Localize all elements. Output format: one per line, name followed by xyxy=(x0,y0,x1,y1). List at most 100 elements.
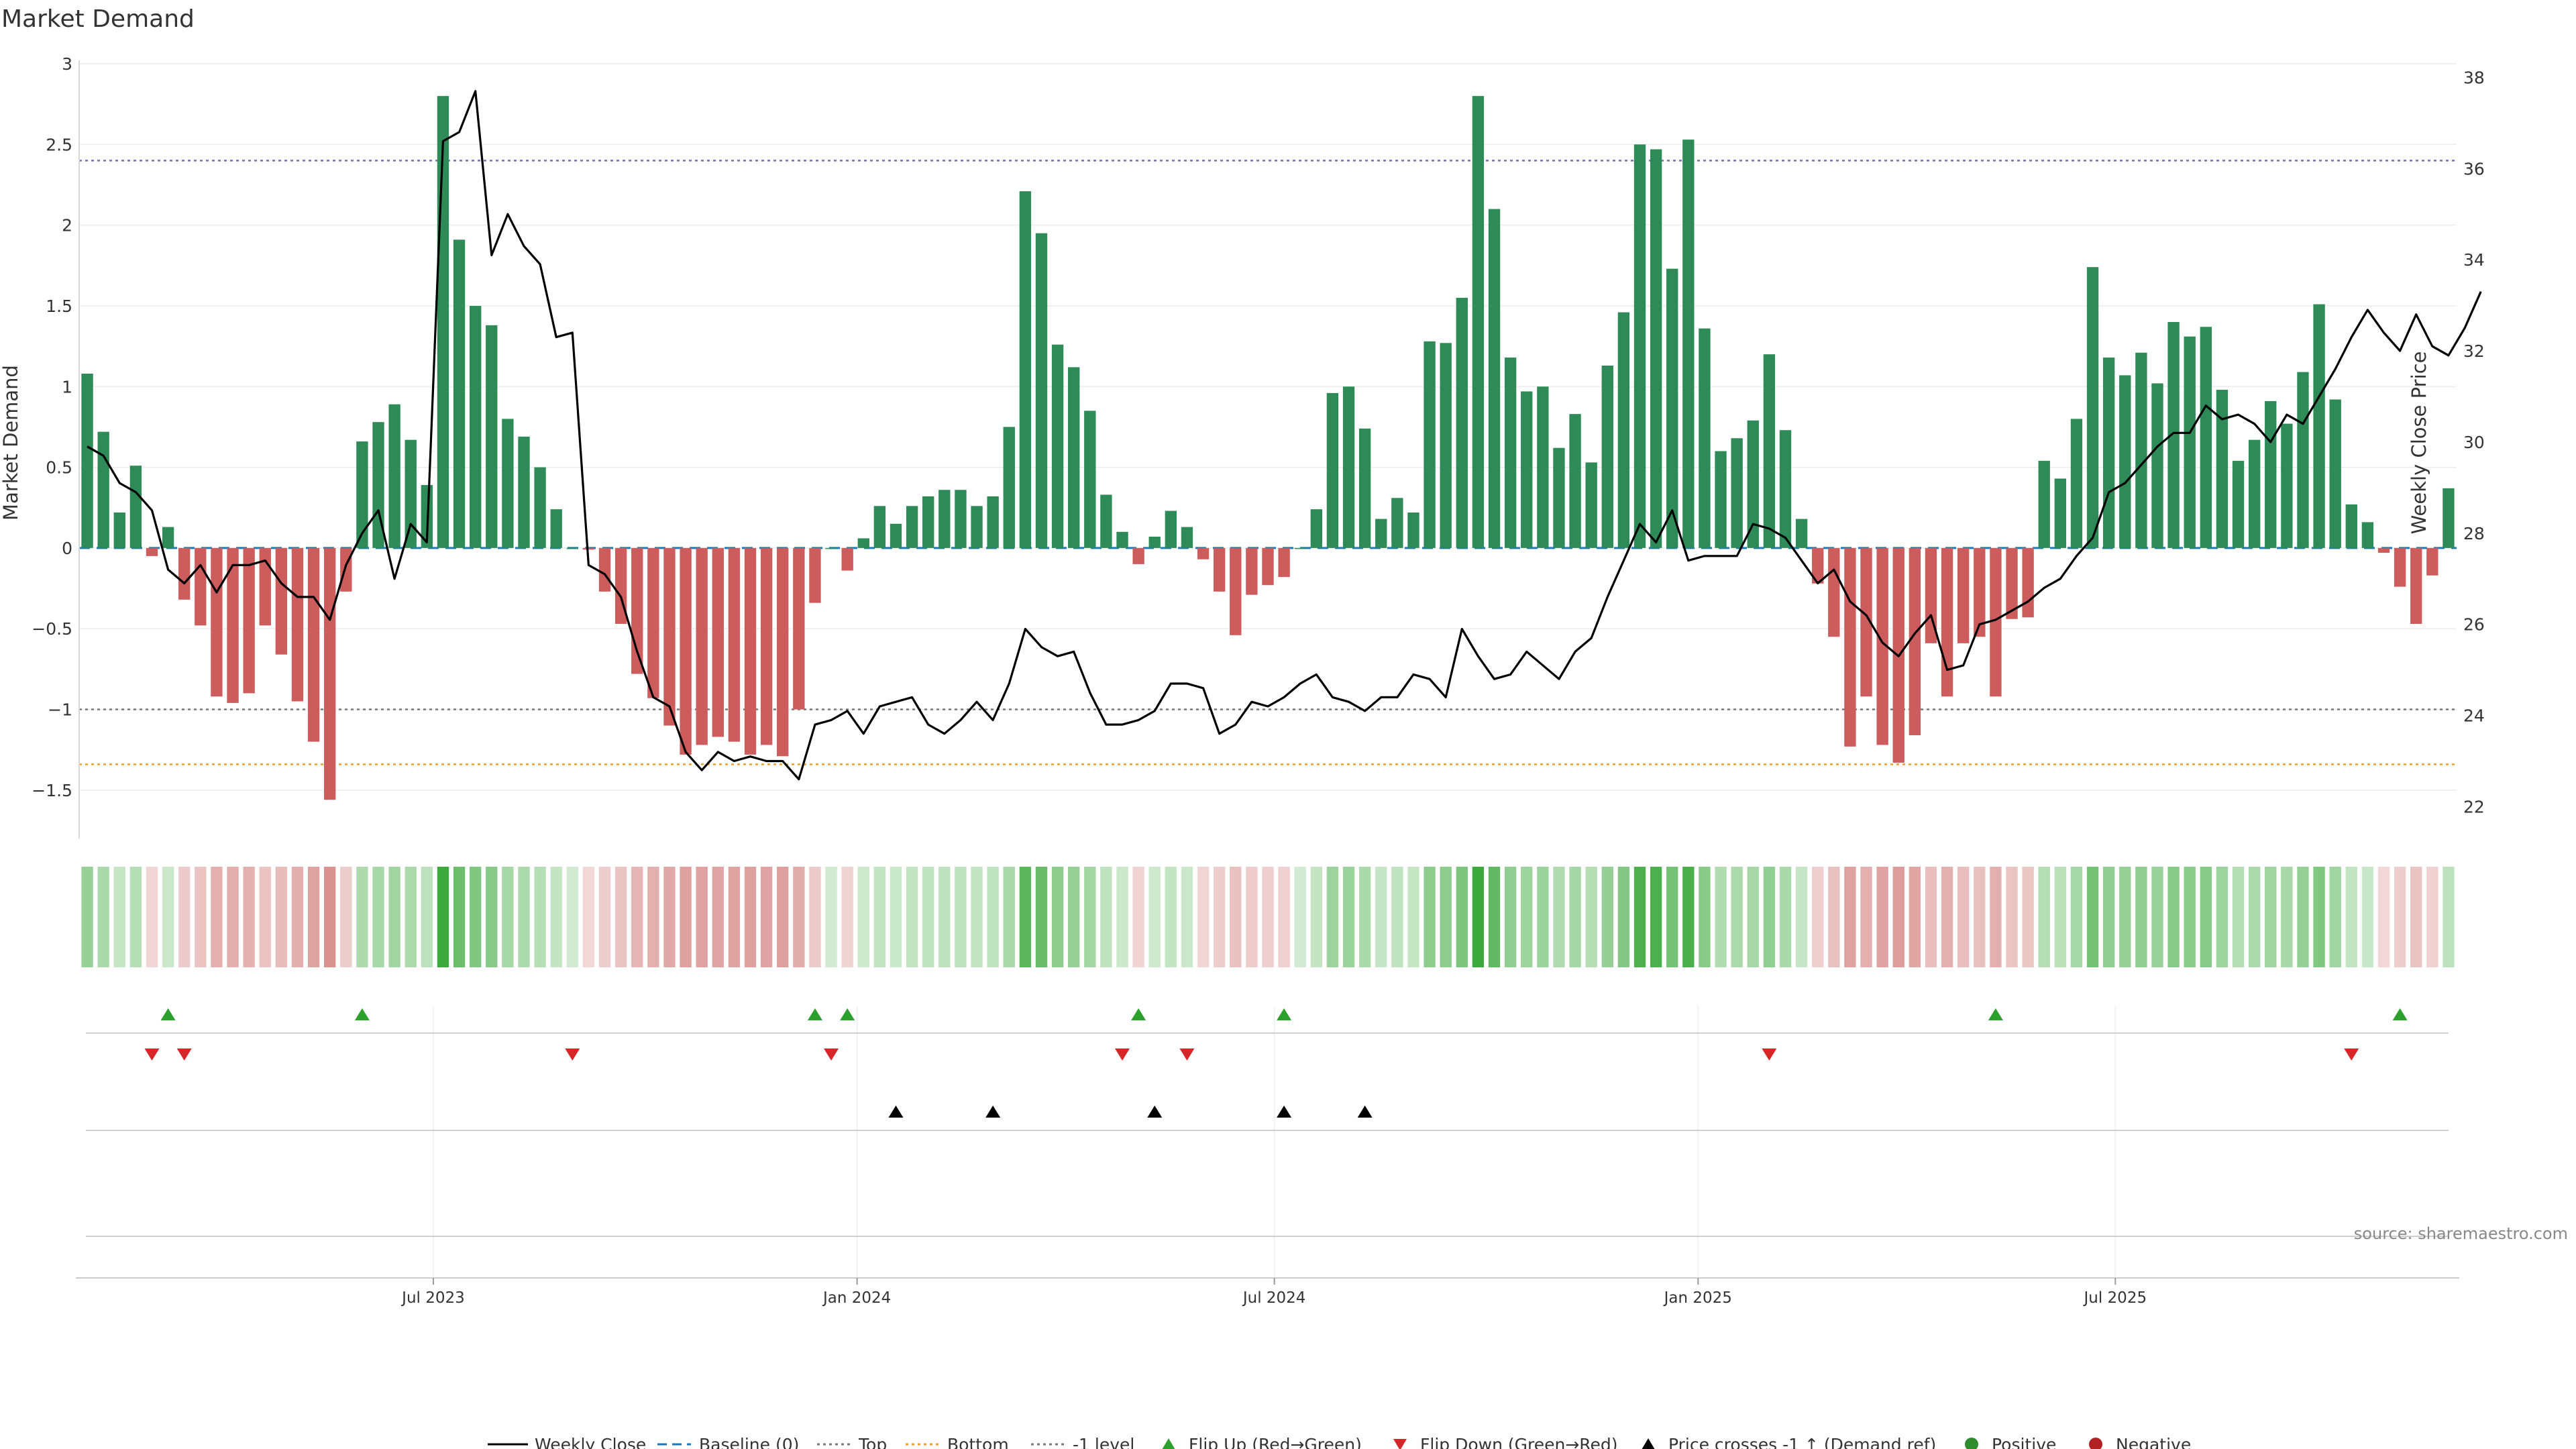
legend-item: Flip Down (Green→Red) xyxy=(1393,1435,1618,1449)
grid-lines xyxy=(79,63,2457,1278)
demand-bar xyxy=(2054,478,2067,548)
legend-item: Weekly Close xyxy=(488,1435,646,1449)
strip-cell xyxy=(1165,867,1177,967)
strip-cell xyxy=(1553,867,1565,967)
strip-cell xyxy=(1035,867,1048,967)
demand-bar xyxy=(2313,304,2325,548)
demand-bar xyxy=(162,527,174,548)
demand-bar xyxy=(793,547,805,710)
strip-cell xyxy=(1909,867,1921,967)
strip-cell xyxy=(631,867,643,967)
legend-label: Price crosses -1 ↑ (Demand ref) xyxy=(1668,1435,1936,1449)
strip-cell xyxy=(971,867,983,967)
strip-cell xyxy=(1747,867,1759,967)
strip-cell xyxy=(2151,867,2163,967)
strip-cell xyxy=(1504,867,1517,967)
strip-cell xyxy=(938,867,951,967)
strip-cell xyxy=(437,867,449,967)
demand-bar xyxy=(971,506,983,548)
source-note: source: sharemaestro.com xyxy=(2354,1224,2568,1243)
strip-cell xyxy=(2102,867,2115,967)
demand-bar xyxy=(211,547,223,697)
demand-bar xyxy=(1633,144,1646,548)
demand-bar xyxy=(227,547,239,703)
strip-cell xyxy=(1569,867,1581,967)
flip-down-marker xyxy=(1179,1049,1195,1061)
demand-bar xyxy=(1957,547,1970,643)
strip-cell xyxy=(2086,867,2099,967)
demand-bar xyxy=(1068,367,1080,548)
strip-cell xyxy=(405,867,417,967)
legend-item: Top xyxy=(817,1435,887,1449)
demand-bar xyxy=(2281,423,2293,548)
strip-cell xyxy=(760,867,773,967)
demand-bar xyxy=(1342,386,1355,548)
y-tick-label: −1 xyxy=(48,700,72,720)
strip-cell xyxy=(1262,867,1274,967)
strip-cell xyxy=(1699,867,1711,967)
demand-bar xyxy=(1601,365,1613,548)
strip-cell xyxy=(1666,867,1678,967)
legend-item: Negative xyxy=(2089,1435,2191,1449)
strip-cell xyxy=(2345,867,2357,967)
strip-cell xyxy=(502,867,514,967)
demand-bar xyxy=(146,547,158,556)
demand-bar xyxy=(566,547,578,549)
strip-cell xyxy=(534,867,546,967)
strip-cell xyxy=(582,867,595,967)
demand-bar xyxy=(1812,547,1824,584)
flip-up-marker xyxy=(840,1008,855,1020)
demand-bar xyxy=(890,523,902,548)
demand-bar xyxy=(1148,537,1161,548)
demand-bar xyxy=(1779,430,1792,548)
demand-bar xyxy=(324,547,336,800)
strip-cell xyxy=(1601,867,1613,967)
demand-bar xyxy=(1440,343,1452,548)
demand-bar xyxy=(534,467,546,548)
demand-bar xyxy=(1682,140,1695,548)
strip-cell xyxy=(162,867,174,967)
strip-cell xyxy=(890,867,902,967)
y-tick-label: 1 xyxy=(62,377,72,396)
strip-cell xyxy=(518,867,530,967)
strip-cell xyxy=(566,867,578,967)
strip-cell xyxy=(356,867,368,967)
strip-cell xyxy=(2119,867,2131,967)
strip-cell xyxy=(744,867,757,967)
strip-cell xyxy=(2329,867,2341,967)
strip-cell xyxy=(1424,867,1436,967)
demand-bar xyxy=(1391,498,1403,548)
demand-bar xyxy=(1537,386,1549,548)
strip-cell xyxy=(663,867,676,967)
strip-cell xyxy=(81,867,93,967)
strip-cell xyxy=(1181,867,1193,967)
y2-tick-label: 32 xyxy=(2463,341,2485,361)
demand-bar xyxy=(1650,149,1662,548)
strip-cell xyxy=(1828,867,1840,967)
demand-bar xyxy=(1051,344,1064,548)
axes: 3 2.5 2 1.5 1 0.5 0 −0.5 −1 −1.5 38 36 34 32 30 28 26 24 2… xyxy=(32,54,2485,839)
date-axis: Jul 2023 Jan 2024 Jul 2024 Jan 2025 Jul 2025 xyxy=(76,1277,2459,1307)
strip-cell xyxy=(2265,867,2277,967)
strip-cell xyxy=(1294,867,1306,967)
strip-cell xyxy=(2361,867,2374,967)
demand-bar xyxy=(598,547,611,592)
strip-cell xyxy=(469,867,482,967)
strip-cell xyxy=(1990,867,2002,967)
legend: Weekly Close Baseline (0) Top Bottom -1 leve… xyxy=(488,1435,2191,1449)
strip-cell xyxy=(324,867,336,967)
strip-cell xyxy=(2443,867,2455,967)
demand-bar xyxy=(1035,233,1048,548)
price-cross-marker xyxy=(985,1106,1001,1118)
demand-bar xyxy=(291,547,304,702)
strip-cell xyxy=(550,867,562,967)
demand-bar xyxy=(1941,547,1953,697)
legend-swatch xyxy=(1393,1439,1407,1449)
demand-bar xyxy=(582,547,595,550)
legend-item: Bottom xyxy=(906,1435,1009,1449)
demand-bar xyxy=(1504,357,1517,548)
flip-down-marker xyxy=(1115,1049,1130,1061)
demand-bar xyxy=(1100,494,1112,548)
legend-item: Price crosses -1 ↑ (Demand ref) xyxy=(1642,1435,1936,1449)
strip-cell xyxy=(2297,867,2309,967)
